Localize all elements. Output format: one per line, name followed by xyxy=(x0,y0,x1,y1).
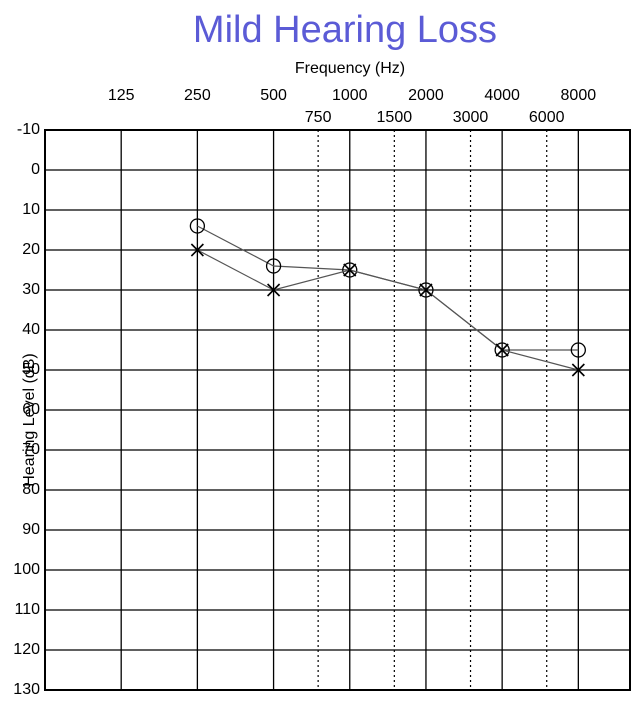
y-tick-label: 50 xyxy=(22,361,40,378)
y-tick-label: 100 xyxy=(13,561,40,578)
y-tick-label: 110 xyxy=(14,601,40,618)
y-tick-label: 0 xyxy=(31,161,40,178)
x-marker xyxy=(190,243,204,257)
x-minor-tick-label: 750 xyxy=(305,109,332,126)
chart-title: Mild Hearing Loss xyxy=(193,9,497,51)
x-tick-label: 4000 xyxy=(484,87,520,104)
circle-marker xyxy=(189,218,206,234)
circle-marker xyxy=(342,262,358,278)
x-marker xyxy=(495,343,509,357)
y-tick-label: 70 xyxy=(22,441,40,458)
circle-marker xyxy=(570,342,586,358)
x-axis-label: Frequency (Hz) xyxy=(295,60,405,77)
y-tick-label: 10 xyxy=(22,201,40,218)
y-tick-label: 20 xyxy=(22,241,40,258)
x-tick-label: 1000 xyxy=(332,87,368,104)
y-tick-label: 80 xyxy=(22,481,40,498)
x-tick-label: 125 xyxy=(108,87,135,104)
y-tick-label: 130 xyxy=(13,681,40,698)
x-marker xyxy=(419,283,433,297)
y-tick-label: -10 xyxy=(17,121,40,138)
x-minor-tick-label: 1500 xyxy=(377,109,413,126)
x-tick-label: 8000 xyxy=(561,87,597,104)
x-minor-tick-label: 3000 xyxy=(453,109,489,126)
x-tick-label: 500 xyxy=(260,87,287,104)
circle-marker xyxy=(265,258,282,274)
y-tick-label: 120 xyxy=(13,641,40,658)
series-line xyxy=(197,249,579,371)
plot-border xyxy=(44,129,631,691)
x-marker xyxy=(571,363,585,377)
y-tick-label: 40 xyxy=(22,321,40,338)
x-tick-label: 250 xyxy=(184,87,211,104)
x-marker xyxy=(267,283,281,297)
y-tick-label: 60 xyxy=(22,401,40,418)
x-tick-label: 2000 xyxy=(408,87,444,104)
series-line xyxy=(197,225,579,351)
y-tick-label: 90 xyxy=(22,521,40,538)
y-axis-label: Hearing Level (dB) xyxy=(21,353,38,486)
y-tick-label: 30 xyxy=(22,281,40,298)
circle-marker xyxy=(418,282,434,298)
x-minor-tick-label: 6000 xyxy=(529,109,565,126)
circle-marker xyxy=(494,342,510,358)
x-marker xyxy=(343,263,357,277)
